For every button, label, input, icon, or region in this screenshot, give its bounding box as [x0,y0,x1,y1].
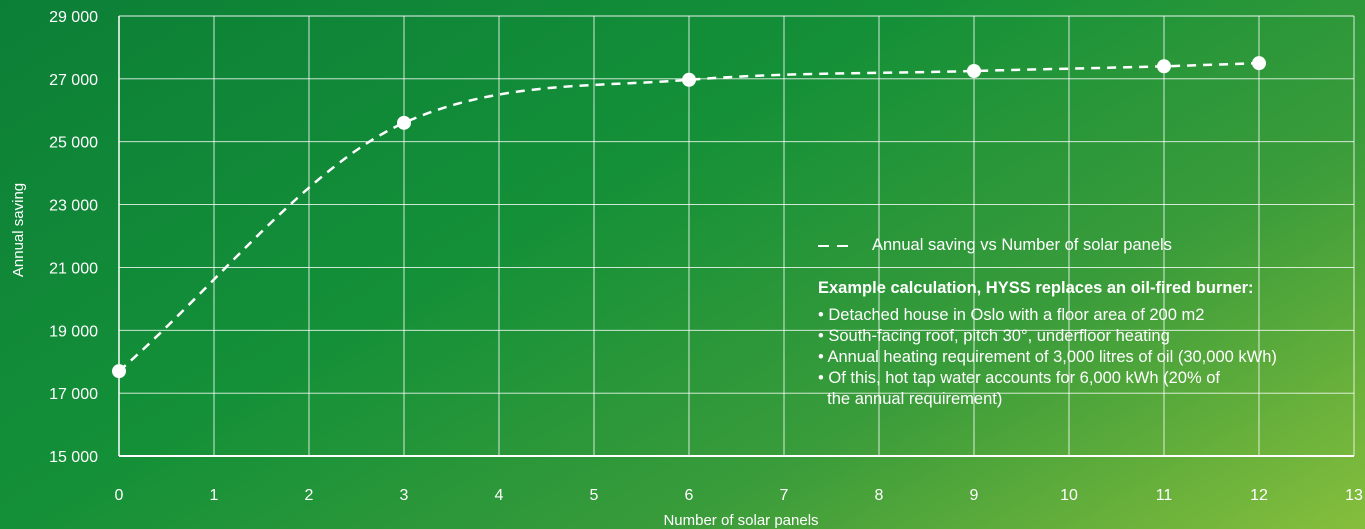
x-tick-label: 4 [495,487,504,504]
y-axis-tick-labels: 15 000 17 000 19 000 21 000 23 000 25 000 27 0… [49,9,98,466]
x-tick-label: 11 [1156,487,1173,504]
x-tick-label: 8 [875,487,884,504]
x-tick-label: 9 [970,487,979,504]
y-tick-label: 29 000 [49,9,98,26]
data-point [682,72,696,87]
x-tick-label: 0 [115,487,124,504]
info-panel: Annual saving vs Number of solar panels … [818,235,1358,410]
example-calculation-title: Example calculation, HYSS replaces an oi… [818,279,1254,297]
y-tick-label: 17 000 [49,386,98,403]
x-tick-label: 10 [1060,487,1078,504]
data-point [967,64,981,78]
y-tick-label: 27 000 [49,72,98,89]
x-axis-title: Number of solar panels [663,512,818,529]
data-point [397,115,411,130]
y-tick-label: 23 000 [49,198,98,215]
info-bullet: • Of this, hot tap water accounts for 6,… [818,369,1220,408]
legend-label: Annual saving vs Number of solar panels [872,236,1172,254]
x-tick-label: 5 [590,487,599,504]
info-bullet: • Annual heating requirement of 3,000 li… [818,348,1277,366]
x-tick-label: 7 [780,487,789,504]
y-tick-label: 19 000 [49,323,98,340]
x-tick-label: 13 [1345,487,1363,504]
data-point [112,364,126,379]
x-tick-label: 1 [210,487,219,504]
info-bullet: • South-facing roof, pitch 30°, underflo… [818,327,1170,345]
data-point [1157,59,1171,74]
legend-swatch-dashed-line [818,244,856,247]
x-tick-label: 12 [1250,487,1268,504]
legend: Annual saving vs Number of solar panels [818,235,1358,256]
grid-lines [119,15,1355,456]
y-tick-label: 15 000 [49,449,98,466]
chart-axes [118,16,1354,457]
x-axis-tick-labels: 0 1 2 3 4 5 6 7 8 9 10 11 12 13 [115,487,1363,504]
x-tick-label: 6 [685,487,694,504]
data-point [1252,56,1266,71]
y-tick-label: 21 000 [49,260,98,277]
series-layer [112,56,1266,379]
y-axis-title: Annual saving [10,183,27,277]
x-tick-label: 2 [305,487,314,504]
series-line [118,61,1260,373]
y-tick-label: 25 000 [49,135,98,152]
x-tick-label: 3 [400,487,409,504]
info-bullet: • Detached house in Oslo with a floor ar… [818,306,1205,324]
